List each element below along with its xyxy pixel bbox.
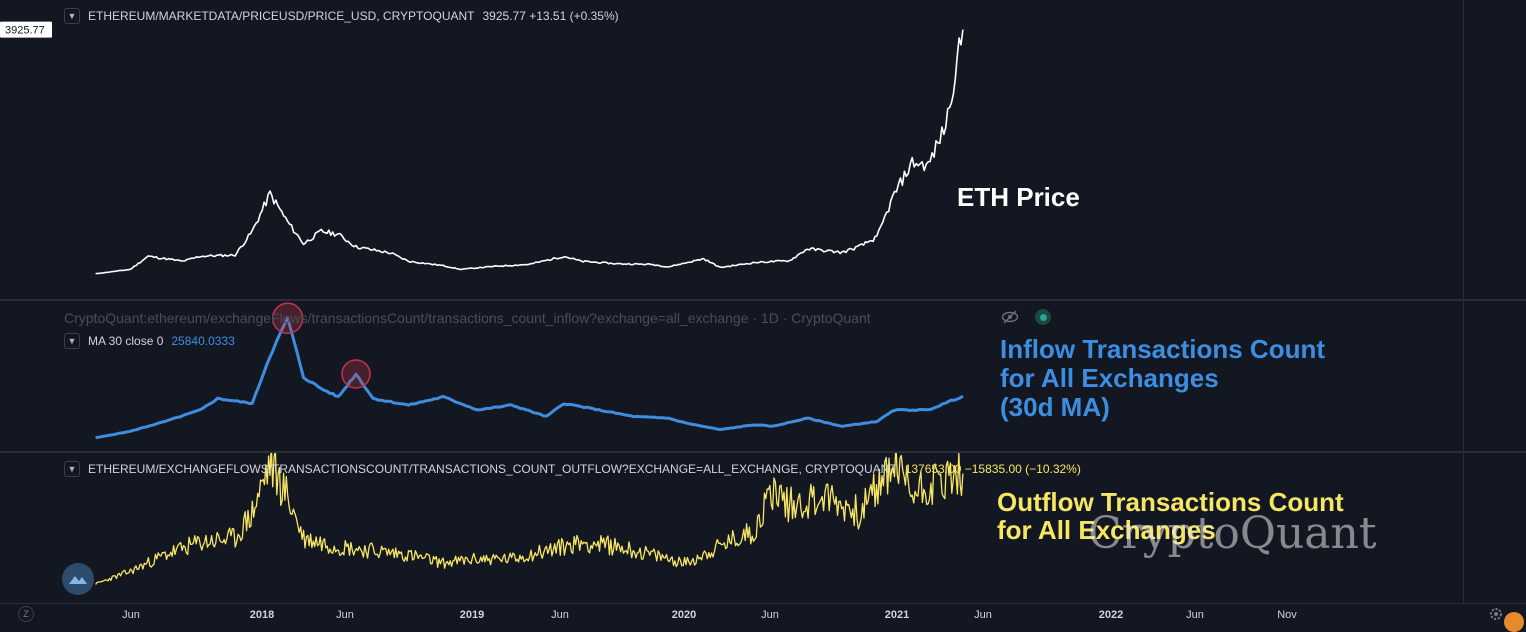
- peak-highlight-circle: [271, 302, 304, 335]
- timezone-icon[interactable]: Z: [18, 606, 34, 622]
- status-dot-icon: [1035, 309, 1051, 325]
- x-tick-label: Jun: [551, 609, 569, 621]
- watermark: CryptoQuant: [1088, 508, 1377, 559]
- inflow-chart[interactable]: 0.0020000.0040000.0060000.0080000.003045…: [0, 301, 1463, 451]
- inflow-annotation-line2: for All Exchanges: [1000, 363, 1219, 393]
- pane-divider[interactable]: [0, 299, 1526, 301]
- price-pane: 0.00500.001000.001500.002000.002500.0030…: [0, 0, 1526, 300]
- outflow-annotation-line2: for All Exchanges: [997, 515, 1216, 545]
- time-axis-border: [0, 603, 1526, 604]
- pane-divider[interactable]: [0, 451, 1526, 453]
- x-tick-label: Jun: [336, 609, 354, 621]
- outflow-annotation: Outflow Transactions Count for All Excha…: [997, 488, 1344, 544]
- inflow-pane: 0.0020000.0040000.0060000.0080000.003045…: [0, 301, 1526, 451]
- price-last-value-box: [0, 21, 52, 38]
- settings-icon[interactable]: [1488, 606, 1504, 622]
- x-tick-label: Jun: [122, 609, 140, 621]
- inflow-ma-value: 25840.0333: [171, 334, 235, 348]
- x-tick-label: 2019: [460, 609, 484, 621]
- outflow-chart[interactable]: 0.0050000.00100000.00150000.00137653.00: [0, 453, 1463, 603]
- outflow-values: 137653.00 −15835.00 (−10.32%): [904, 462, 1081, 476]
- outflow-series-line: [95, 453, 964, 585]
- inflow-annotation-line3: (30d MA): [1000, 392, 1110, 422]
- price-legend: ▼ ETHEREUM/MARKETDATA/PRICEUSD/PRICE_USD…: [64, 8, 619, 24]
- inflow-source: CryptoQuant:ethereum/exchangeFlows/trans…: [64, 310, 871, 326]
- outflow-annotation-line1: Outflow Transactions Count: [997, 487, 1344, 517]
- chevron-down-icon[interactable]: ▼: [64, 461, 80, 477]
- time-axis[interactable]: Jun 2018 Jun 2019 Jun 2020 Jun 2021 Jun 2022 Jun No…: [0, 604, 1463, 624]
- price-series-line: [95, 29, 964, 275]
- inflow-legend: ▼ MA 30 close 0 25840.0333: [64, 333, 235, 349]
- chevron-down-icon[interactable]: ▼: [64, 8, 80, 24]
- inflow-annotation-line1: Inflow Transactions Count: [1000, 334, 1326, 364]
- inflow-series-line: [95, 316, 964, 440]
- x-tick-label: 2018: [250, 609, 274, 621]
- chevron-down-icon[interactable]: ▼: [64, 333, 80, 349]
- outflow-pane: 0.0050000.00100000.00150000.00137653.00 …: [0, 453, 1526, 603]
- price-last-value-label: 3925.77: [5, 25, 45, 37]
- outflow-symbol[interactable]: ETHEREUM/EXCHANGEFLOWS/TRANSACTIONSCOUNT…: [88, 462, 897, 476]
- price-axis-border: [1463, 0, 1464, 604]
- eye-hidden-icon[interactable]: [1001, 309, 1019, 325]
- x-tick-label: Jun: [1186, 609, 1204, 621]
- price-symbol[interactable]: ETHEREUM/MARKETDATA/PRICEUSD/PRICE_USD, …: [88, 9, 475, 23]
- inflow-annotation: Inflow Transactions Count for All Exchan…: [1000, 335, 1325, 422]
- x-tick-label: 2022: [1099, 609, 1123, 621]
- price-annotation: ETH Price: [957, 182, 1080, 212]
- cryptoquant-logo-icon: [62, 563, 94, 595]
- price-values: 3925.77 +13.51 (+0.35%): [482, 9, 619, 23]
- peak-highlight-circle: [341, 359, 371, 389]
- outflow-legend: ▼ ETHEREUM/EXCHANGEFLOWS/TRANSACTIONSCOU…: [64, 461, 1081, 477]
- inflow-ma-label[interactable]: MA 30 close 0: [88, 334, 164, 348]
- x-tick-label: Jun: [761, 609, 779, 621]
- x-tick-label: Jun: [974, 609, 992, 621]
- x-tick-label: 2021: [885, 609, 909, 621]
- x-tick-label: Nov: [1277, 609, 1297, 621]
- timezone-label: Z: [23, 609, 29, 619]
- notification-icon[interactable]: [1504, 612, 1524, 632]
- price-chart[interactable]: 0.00500.001000.001500.002000.002500.0030…: [0, 0, 1463, 300]
- x-tick-label: 2020: [672, 609, 696, 621]
